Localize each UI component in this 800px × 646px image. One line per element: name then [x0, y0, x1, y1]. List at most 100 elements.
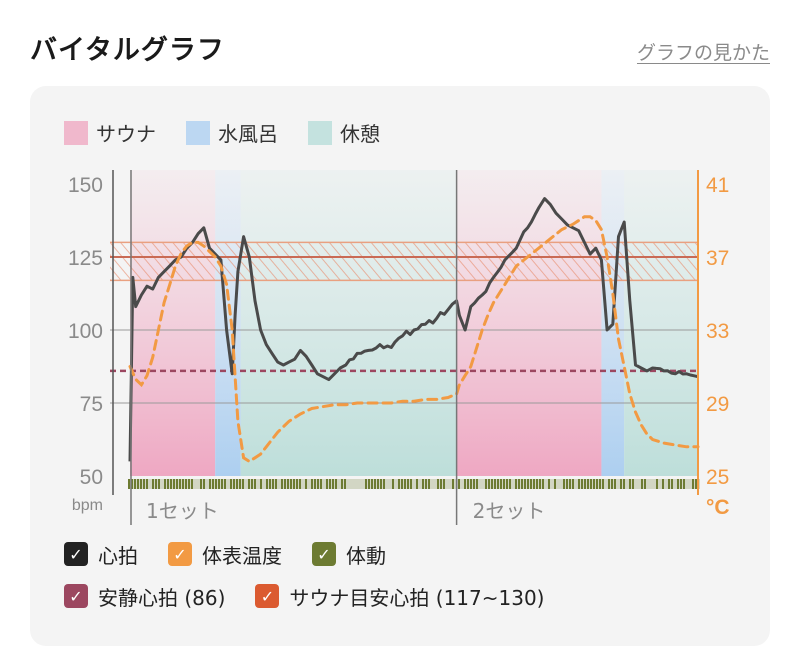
activity-tick: [518, 479, 520, 489]
activity-tick: [218, 479, 220, 489]
activity-tick: [566, 479, 568, 489]
activity-tick: [629, 479, 631, 489]
activity-tick: [368, 479, 370, 489]
activity-tick: [185, 479, 187, 489]
sauna-swatch: [64, 120, 88, 145]
activity-tick: [344, 479, 346, 489]
activity-tick: [236, 479, 238, 489]
heart-rate-checkbox[interactable]: ✓: [64, 542, 88, 566]
activity-tick: [407, 479, 409, 489]
activity-tick: [494, 479, 496, 489]
phase-band-cold: [215, 170, 241, 476]
activity-tick: [341, 479, 343, 489]
heart-rate-line: [128, 197, 699, 462]
activity-tick: [440, 479, 442, 489]
activity-tick: [212, 479, 214, 489]
activity-tick: [470, 479, 472, 489]
toggle-skin-temp[interactable]: ✓ 体表温度: [168, 540, 282, 569]
activity-tick: [305, 479, 307, 489]
activity-tick: [176, 479, 178, 489]
graph-help-link[interactable]: グラフの見かた: [636, 42, 770, 64]
activity-tick: [428, 479, 430, 489]
activity-tick: [563, 479, 565, 489]
activity-tick: [488, 479, 490, 489]
activity-tick: [464, 479, 466, 489]
activity-tick: [584, 479, 586, 489]
body-motion-label: 体動: [346, 543, 386, 568]
activity-tick: [692, 479, 694, 489]
activity-tick: [380, 479, 382, 489]
activity-tick: [335, 479, 337, 489]
resting-hr-checkbox[interactable]: ✓: [64, 584, 88, 608]
phase-legend: サウナ 水風呂 休憩: [64, 118, 380, 147]
activity-tick: [416, 479, 418, 489]
activity-tick: [620, 479, 622, 489]
activity-tick: [326, 479, 328, 489]
activity-tick: [548, 479, 550, 489]
activity-tick: [503, 479, 505, 489]
activity-tick: [179, 479, 181, 489]
activity-tick: [524, 479, 526, 489]
activity-tick: [215, 479, 217, 489]
body-motion-checkbox[interactable]: ✓: [312, 542, 336, 566]
activity-tick: [275, 479, 277, 489]
toggle-resting-hr[interactable]: ✓ 安静心拍 (86): [64, 582, 225, 611]
activity-tick: [287, 479, 289, 489]
legend-sauna: サウナ: [64, 118, 156, 147]
activity-tick: [233, 479, 235, 489]
activity-tick: [251, 479, 253, 489]
skin-temp-checkbox[interactable]: ✓: [168, 542, 192, 566]
activity-tick: [608, 479, 610, 489]
left-axis-unit: bpm: [72, 497, 103, 514]
target-hr-checkbox[interactable]: ✓: [255, 584, 280, 608]
cold-bath-swatch: [186, 120, 210, 145]
activity-tick: [167, 479, 169, 489]
activity-tick: [332, 479, 334, 489]
toggle-target-hr[interactable]: ✓ サウナ目安心拍 (117~130): [255, 582, 545, 611]
activity-tick: [131, 479, 133, 489]
right-axis-tick-label: 37: [706, 247, 729, 270]
target-hr-label: サウナ目安心拍 (117~130): [289, 585, 545, 610]
vital-chart: 150 125 100 75 50 41 37 33 29 25 bpm °C 1セット 2セット: [68, 170, 730, 525]
activity-tick: [509, 479, 511, 489]
activity-tick: [680, 479, 682, 489]
left-axis-tick-label: 100: [68, 320, 103, 343]
activity-tick: [188, 479, 190, 489]
activity-tick: [602, 479, 604, 489]
activity-tick: [158, 479, 160, 489]
activity-tick: [506, 479, 508, 489]
page-title: バイタルグラフ: [30, 35, 225, 66]
activity-tick: [410, 479, 412, 489]
activity-tick: [314, 479, 316, 489]
activity-tick: [290, 479, 292, 489]
activity-tick: [497, 479, 499, 489]
activity-tick: [611, 479, 613, 489]
activity-tick: [371, 479, 373, 489]
activity-tick: [500, 479, 502, 489]
activity-tick: [422, 479, 424, 489]
activity-tick: [191, 479, 193, 489]
activity-tick: [269, 479, 271, 489]
toggle-heart-rate[interactable]: ✓ 心拍: [64, 540, 138, 569]
skin-temp-label: 体表温度: [202, 543, 282, 568]
legend-sauna-label: サウナ: [96, 122, 156, 146]
activity-tick: [569, 479, 571, 489]
left-axis-tick-label: 50: [80, 466, 103, 489]
activity-tick: [134, 479, 136, 489]
toggle-row-2: ✓ 安静心拍 (86) ✓ サウナ目安心拍 (117~130): [64, 582, 545, 610]
activity-tick: [293, 479, 295, 489]
activity-tick: [221, 479, 223, 489]
activity-tick: [677, 479, 679, 489]
phase-band-sauna: [130, 170, 216, 476]
activity-tick: [539, 479, 541, 489]
activity-strip-bg: [128, 479, 700, 489]
activity-tick: [671, 479, 673, 489]
skin-temp-line: [128, 215, 700, 464]
toggle-body-motion[interactable]: ✓ 体動: [312, 540, 386, 569]
activity-tick: [542, 479, 544, 489]
phase-band-sauna: [456, 170, 602, 476]
activity-tick: [392, 479, 394, 489]
activity-tick: [521, 479, 523, 489]
activity-tick: [473, 479, 475, 489]
activity-tick: [143, 479, 145, 489]
